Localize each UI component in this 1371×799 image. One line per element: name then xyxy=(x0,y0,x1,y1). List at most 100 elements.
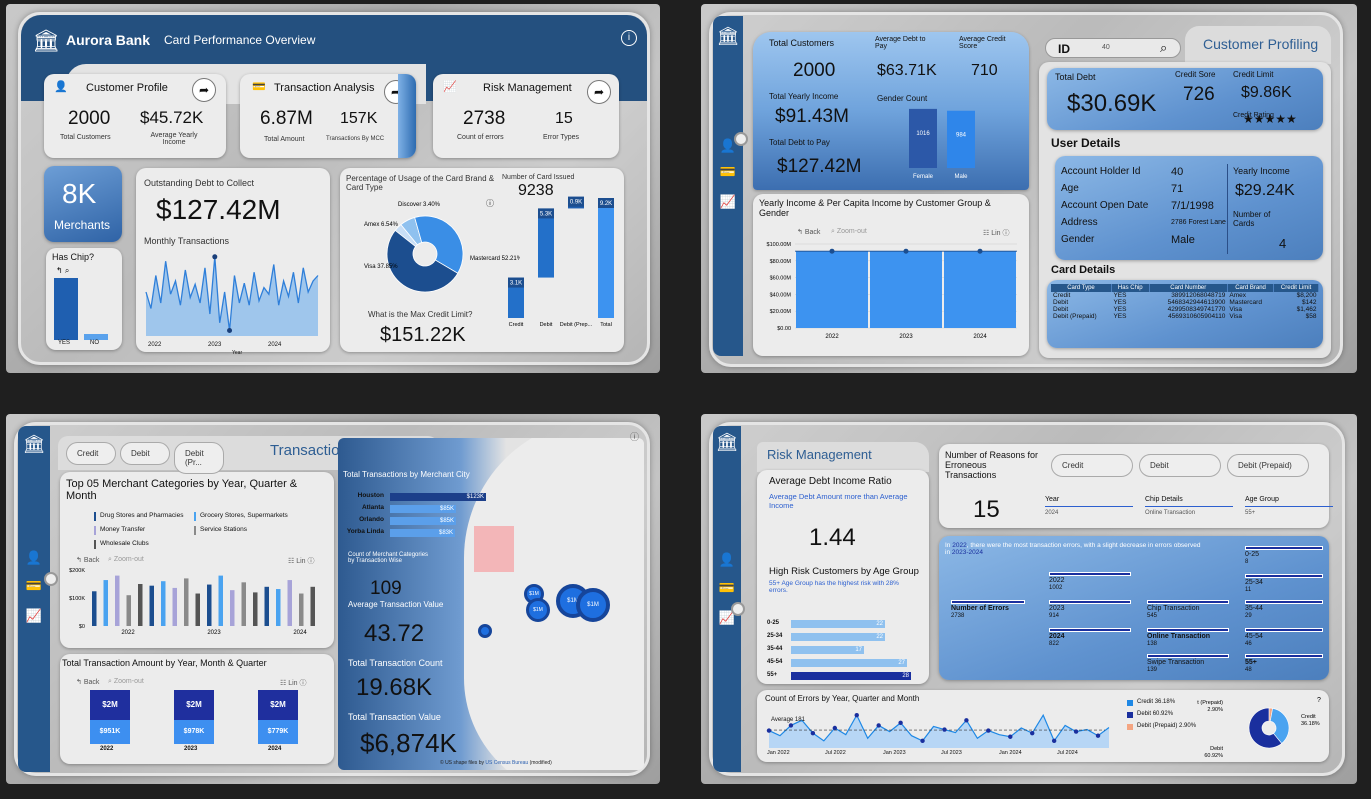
legend-label[interactable]: Service Stations xyxy=(200,526,247,533)
top5-bar[interactable] xyxy=(149,585,155,626)
income-lin-toggle[interactable]: ☷ Lin ⓘ xyxy=(983,230,1010,237)
risk-slicer-label[interactable]: Age Group xyxy=(1245,496,1279,503)
age-group-bar[interactable]: 28 xyxy=(791,672,911,680)
city-bar[interactable]: $83K xyxy=(390,529,455,537)
city-bar[interactable]: $123K xyxy=(390,493,486,501)
top5-bar[interactable] xyxy=(218,575,224,626)
sidebar-bank-icon[interactable]: 🏛 xyxy=(22,434,46,454)
top5-bar[interactable] xyxy=(230,590,235,626)
errors-point[interactable] xyxy=(1095,733,1101,738)
brand-donut-chart[interactable]: Discover 3.40% Amex 6.54% Visa 37.85% Maste… xyxy=(350,198,520,308)
top5-bar[interactable] xyxy=(276,589,281,626)
totals-top-segment[interactable]: $2M xyxy=(258,690,298,720)
tree-node-bar[interactable] xyxy=(1245,574,1323,578)
donut-slice[interactable] xyxy=(386,229,459,293)
income-back-button[interactable]: ↰ Back xyxy=(797,229,821,236)
top5-merchant-chart[interactable]: $200K $100K $0 2022 2023 2024 xyxy=(62,566,330,648)
risk-help-icon[interactable]: ? xyxy=(1317,697,1321,704)
legend-label[interactable]: Wholesale Clubs xyxy=(100,540,149,547)
tree-node-bar[interactable] xyxy=(1245,654,1323,658)
sidebar-person-icon[interactable]: 👤 xyxy=(719,138,737,153)
age-group-bar[interactable]: 27 xyxy=(791,659,907,667)
card-table-header-cell[interactable]: Card Brand xyxy=(1227,284,1275,292)
income-bar[interactable] xyxy=(796,251,868,328)
tree-node-bar[interactable] xyxy=(1245,628,1323,632)
top5-bar[interactable] xyxy=(103,580,109,626)
errors-point[interactable] xyxy=(876,723,881,728)
errors-point[interactable] xyxy=(766,728,772,733)
errors-point[interactable] xyxy=(1051,738,1057,744)
totals-bottom-segment[interactable]: $951K xyxy=(90,720,130,744)
tree-node-bar[interactable] xyxy=(951,600,1025,604)
risk-filter-button[interactable]: Credit xyxy=(1051,454,1133,477)
top5-bar[interactable] xyxy=(253,592,258,626)
top5-bar[interactable] xyxy=(126,595,132,626)
donut-slice[interactable] xyxy=(414,215,464,274)
donut-help-icon[interactable]: ⓘ xyxy=(486,199,494,208)
card-table-row[interactable]: Credit YES 389912068048719 Amex $8,200 xyxy=(1051,292,1319,299)
card-table-header-cell[interactable]: Card Type xyxy=(1051,284,1112,292)
risk-donut-slice[interactable] xyxy=(1269,707,1290,744)
card-table-header-cell[interactable]: Credit Limit xyxy=(1273,284,1319,292)
totals-top-segment[interactable]: $2M xyxy=(90,690,130,720)
top5-bar[interactable] xyxy=(92,591,97,626)
map-bubble[interactable]: $1M xyxy=(526,598,550,622)
back-icon[interactable]: ↰ ⌕ xyxy=(56,266,70,275)
errors-point[interactable] xyxy=(832,725,838,731)
tree-node-bar[interactable] xyxy=(1245,600,1323,604)
legend-label[interactable]: Money Transfer xyxy=(100,526,146,533)
sidebar-chart-icon[interactable]: 📈 xyxy=(718,610,736,625)
city-bar[interactable]: $85K xyxy=(390,517,456,525)
errors-point[interactable] xyxy=(920,738,925,744)
customer-profile-card[interactable]: 👤 Customer Profile ➦ 2000 Total Customer… xyxy=(44,74,226,158)
chip-yes-bar[interactable] xyxy=(54,278,78,340)
totals-back-button[interactable]: ↰ Back xyxy=(76,679,100,686)
errors-point[interactable] xyxy=(942,727,947,732)
sidebar-chart-icon[interactable]: 📈 xyxy=(25,608,43,623)
risk-slicer-value[interactable]: 55+ xyxy=(1245,510,1256,516)
map-panel[interactable]: $1M $1M $1M $1M © US shape files by US C… xyxy=(338,438,644,770)
card-table-row[interactable]: Debit (Prepaid) YES 4569310605904110 Visa $5… xyxy=(1051,313,1319,320)
errors-point[interactable] xyxy=(1008,734,1013,739)
risk-legend-label[interactable]: Credit 36.18% xyxy=(1137,699,1176,705)
totals-lin-toggle[interactable]: ☷ Lin ⓘ xyxy=(280,680,307,687)
top5-bar[interactable] xyxy=(195,593,201,626)
card-table-header-cell[interactable]: Has Chip xyxy=(1111,284,1150,292)
legend-label[interactable]: Grocery Stores, Supermarkets xyxy=(200,512,288,519)
top5-bar[interactable] xyxy=(184,578,189,626)
tree-node-bar[interactable] xyxy=(1147,600,1229,604)
cards-issued-bar[interactable] xyxy=(598,198,614,318)
risk-slicer-label[interactable]: Year xyxy=(1045,496,1060,503)
search-icon[interactable]: ⌕ xyxy=(1160,40,1168,55)
card-table-row[interactable]: Debit YES 4299508349741770 Visa $1,462 xyxy=(1051,306,1319,313)
tree-node-bar[interactable] xyxy=(1147,654,1229,658)
top5-zoom-button[interactable]: ⌕ Zoom-out xyxy=(108,556,144,563)
risk-management-card[interactable]: 📈 Risk Management ➦ 2738 Count of errors… xyxy=(433,74,619,158)
tree-node-bar[interactable] xyxy=(1049,572,1131,576)
age-group-bar[interactable]: 22 xyxy=(791,620,885,628)
risk-nav-button[interactable]: ➦ xyxy=(587,80,611,104)
yearly-income-chart[interactable]: $100.00M $80.00M $60.00M $40.00M $20.00M $0.0… xyxy=(755,238,1025,350)
tree-node-bar[interactable] xyxy=(1147,628,1229,632)
sidebar-bank-icon[interactable]: 🏛 xyxy=(715,432,739,452)
risk-filter-button[interactable]: Debit xyxy=(1139,454,1221,477)
risk-slicer-value[interactable]: Online Transaction xyxy=(1145,510,1196,516)
filter-button[interactable]: Credit xyxy=(66,442,116,465)
top5-bar[interactable] xyxy=(172,587,178,626)
income-bar[interactable] xyxy=(944,251,1016,328)
sidebar-chart-icon[interactable]: 📈 xyxy=(719,194,737,209)
transaction-analysis-card[interactable]: 💳 Transaction Analysis ➦ 6.87M Total Amo… xyxy=(240,74,416,158)
errors-point[interactable] xyxy=(964,718,969,723)
income-zoom-button[interactable]: ⌕ Zoom-out xyxy=(831,228,867,235)
top5-bar[interactable] xyxy=(310,586,316,626)
risk-donut-slice[interactable] xyxy=(1248,707,1283,749)
filter-button[interactable]: Debit (Pr... xyxy=(174,442,224,474)
errors-point[interactable] xyxy=(810,730,816,736)
info-icon[interactable]: i xyxy=(621,30,637,46)
risk-slicer-label[interactable]: Chip Details xyxy=(1145,496,1183,503)
card-table-row[interactable]: Debit YES 5468342944613900 Mastercard $142 xyxy=(1051,299,1319,306)
totals-bottom-segment[interactable]: $978K xyxy=(174,720,214,744)
errors-point[interactable] xyxy=(854,712,859,718)
income-bar[interactable] xyxy=(870,251,942,328)
